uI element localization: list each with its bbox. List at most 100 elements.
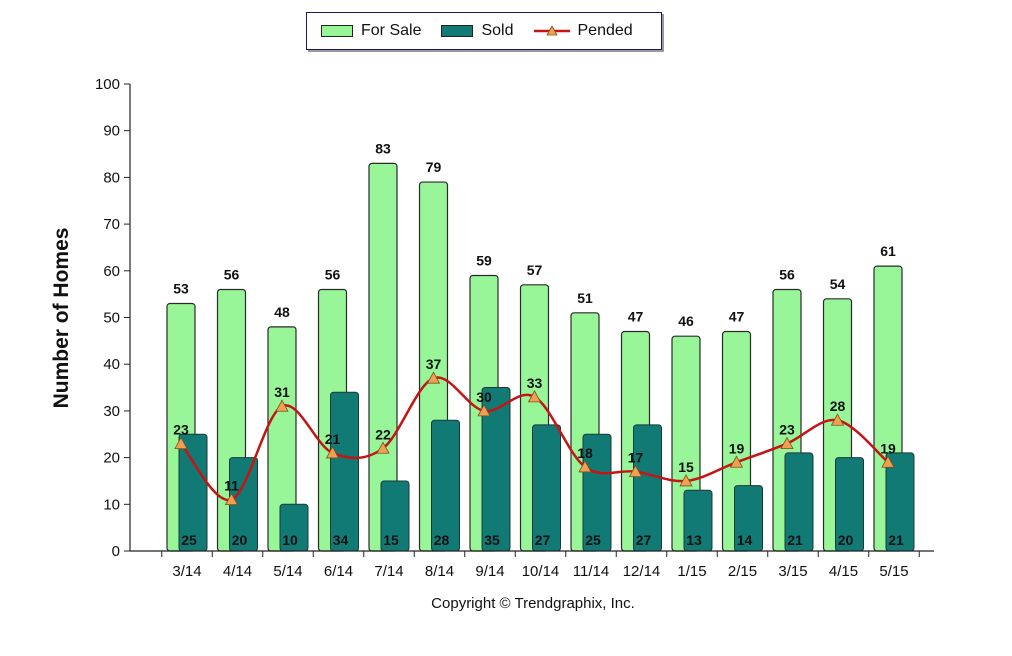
pended-value-label: 19: [729, 440, 745, 456]
legend-item-sold: Sold: [441, 22, 514, 40]
y-tick-label: 100: [95, 76, 120, 93]
y-tick-label: 50: [103, 310, 120, 327]
pended-value-label: 31: [274, 384, 290, 400]
for-sale-value-label: 61: [880, 243, 896, 259]
pended-marker: [275, 399, 289, 412]
pended-value-label: 23: [173, 422, 189, 438]
sold-value-label: 25: [585, 532, 601, 548]
y-tick-label: 20: [103, 450, 120, 467]
x-tick-label: 4/14: [223, 563, 252, 580]
x-tick-label: 3/15: [778, 563, 807, 580]
pended-value-label: 18: [577, 445, 593, 461]
for-sale-value-label: 83: [375, 140, 391, 156]
x-tick-label: 12/14: [623, 563, 661, 580]
pended-marker: [174, 436, 188, 449]
sold-bar: [330, 391, 359, 552]
sold-value-label: 13: [686, 532, 702, 548]
pended-marker: [881, 455, 895, 468]
sold-value-label: 35: [484, 532, 500, 548]
sold-swatch: [441, 25, 474, 37]
sold-value-label: 27: [636, 532, 652, 548]
for-sale-value-label: 54: [830, 276, 846, 292]
for-sale-value-label: 79: [426, 159, 442, 175]
pended-marker: [376, 441, 390, 454]
pended-marker: [426, 371, 441, 384]
pended-swatch: [533, 25, 570, 36]
pended-value-label: 11: [224, 478, 239, 494]
x-tick-label: 11/14: [573, 563, 609, 580]
y-tick-label: 60: [103, 263, 120, 280]
legend: For Sale Sold Pended: [306, 12, 662, 50]
for-sale-value-label: 56: [325, 266, 341, 282]
pended-marker: [477, 404, 491, 417]
for-sale-value-label: 57: [527, 262, 543, 278]
pended-marker: [628, 464, 643, 478]
for-sale-value-label: 59: [476, 252, 492, 268]
y-tick-label: 70: [103, 216, 120, 233]
sold-value-label: 28: [434, 532, 450, 548]
pended-marker: [325, 446, 340, 459]
for-sale-value-label: 56: [779, 266, 795, 282]
for-sale-value-label: 53: [173, 280, 189, 296]
y-tick-label: 0: [112, 543, 120, 560]
pended-line-group: [174, 371, 895, 506]
x-tick-label: 8/14: [425, 563, 454, 580]
sold-value-label: 15: [383, 532, 399, 548]
y-axis-label: Number of Homes: [50, 227, 73, 409]
for-sale-value-label: 47: [729, 309, 745, 325]
y-tick-label: 80: [103, 169, 120, 186]
data-labels: 53 56 48 56 83 79 59 57 51 47 46 47 56 54 61 25 20 10 34 15…: [173, 140, 904, 548]
for-sale-value-label: 47: [628, 309, 644, 325]
x-tick-label: 4/15: [829, 563, 858, 580]
pended-value-label: 19: [880, 440, 896, 456]
for-sale-swatch: [321, 25, 353, 37]
legend-label-pended: Pended: [577, 22, 633, 39]
pended-marker: [780, 436, 794, 449]
sold-value-label: 20: [232, 532, 248, 548]
y-tick-label: 10: [103, 496, 120, 513]
sold-value-label: 21: [888, 532, 904, 548]
for-sale-value-label: 48: [274, 304, 290, 320]
pended-marker: [224, 492, 239, 506]
pended-marker: [679, 474, 693, 487]
x-tick-label: 5/14: [273, 563, 302, 580]
pended-marker: [578, 460, 592, 473]
y-tick-label: 30: [103, 403, 120, 420]
x-tick-label: 2/15: [728, 563, 757, 580]
pended-value-label: 15: [678, 459, 694, 475]
x-tick-label: 3/14: [172, 563, 201, 580]
for-sale-value-label: 46: [678, 313, 694, 329]
for-sale-value-label: 56: [224, 266, 240, 282]
pended-value-label: 33: [527, 375, 543, 391]
x-tick-label: 7/14: [374, 563, 403, 580]
sold-value-label: 21: [787, 532, 803, 548]
pended-marker: [830, 413, 845, 426]
for-sale-value-label: 51: [577, 290, 593, 306]
x-tick-label: 6/14: [324, 563, 353, 580]
sold-value-label: 25: [181, 532, 197, 548]
pended-value-label: 30: [476, 389, 492, 405]
x-tick-label: 9/14: [475, 563, 504, 580]
sold-bars: [178, 387, 915, 552]
pended-marker: [729, 455, 744, 468]
pended-value-label: 37: [426, 356, 442, 372]
x-tick-label: 10/14: [522, 563, 560, 580]
sold-value-label: 10: [282, 532, 298, 548]
axes: 0 10 20 30 40 50 60 70 80 90 100 3/14 4/14 5/14 6/14 7/…: [95, 76, 934, 580]
copyright-text: Copyright © Trendgraphix, Inc.: [431, 595, 635, 612]
y-tick-label: 40: [103, 356, 120, 373]
legend-item-pended: Pended: [533, 22, 633, 40]
pended-value-label: 17: [628, 450, 644, 466]
x-tick-label: 1/15: [677, 563, 706, 580]
pended-value-label: 23: [779, 422, 795, 438]
legend-item-for-sale: For Sale: [321, 22, 421, 40]
sold-value-label: 27: [535, 532, 551, 548]
sold-value-label: 34: [333, 532, 349, 548]
sold-value-label: 20: [838, 532, 854, 548]
x-tick-label: 5/15: [879, 563, 908, 580]
pended-value-label: 22: [375, 426, 391, 442]
pended-value-label: 28: [830, 398, 846, 414]
legend-label-for-sale: For Sale: [361, 22, 422, 39]
pended-value-label: 21: [325, 431, 341, 447]
